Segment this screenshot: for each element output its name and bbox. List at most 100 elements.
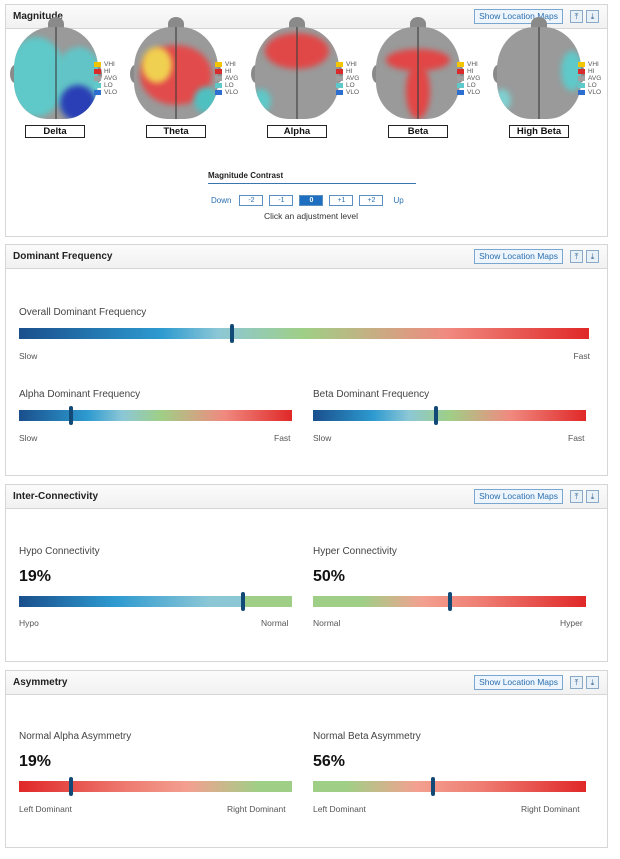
legend-item: AVG: [215, 75, 238, 82]
legend-label: AVG: [104, 75, 118, 82]
head-map-beta: [372, 17, 486, 119]
legend-swatch: [578, 76, 585, 81]
contrast-hint: Click an adjustment level: [264, 211, 359, 221]
legend-item: LO: [336, 82, 359, 89]
legend-item: LO: [94, 82, 117, 89]
legend-label: AVG: [588, 75, 602, 82]
contrast-level-0[interactable]: 0: [299, 195, 324, 206]
overall-fast-label: Fast: [573, 351, 590, 361]
legend-label: VLO: [346, 89, 360, 96]
legend-label: HI: [467, 68, 474, 75]
dominant-frequency-header: Dominant Frequency Show Location Maps ⤒ …: [6, 245, 607, 269]
show-location-maps-button[interactable]: Show Location Maps: [474, 675, 563, 690]
color-legend-0: VHI HI AVG LO VLO: [94, 61, 117, 96]
contrast-level-minus-1[interactable]: -1: [269, 195, 294, 206]
legend-item: HI: [94, 68, 117, 75]
legend-label: AVG: [225, 75, 239, 82]
legend-item: LO: [215, 82, 238, 89]
legend-item: VLO: [336, 89, 359, 96]
alpha-dominant-frequency-label: Alpha Dominant Frequency: [19, 389, 141, 400]
legend-swatch: [457, 69, 464, 74]
alpha-asymmetry-marker[interactable]: [68, 777, 73, 796]
legend-label: LO: [467, 82, 476, 89]
contrast-level-plus-2[interactable]: +2: [359, 195, 384, 206]
head-map-theta: [130, 17, 244, 119]
normal-beta-asymmetry-label: Normal Beta Asymmetry: [313, 731, 421, 742]
contrast-level-minus-2[interactable]: -2: [239, 195, 264, 206]
legend-label: HI: [588, 68, 595, 75]
legend-label: HI: [104, 68, 111, 75]
legend-item: VLO: [578, 89, 601, 96]
legend-swatch: [336, 62, 343, 67]
hypo-connectivity-percent: 19%: [19, 568, 52, 585]
legend-item: HI: [578, 68, 601, 75]
legend-item: VLO: [215, 89, 238, 96]
magnitude-panel: Magnitude Show Location Maps ⤒ ⤓: [5, 4, 608, 237]
legend-swatch: [94, 76, 101, 81]
beta-dominant-frequency-label: Beta Dominant Frequency: [313, 389, 430, 400]
beta-dominant-frequency-marker[interactable]: [433, 406, 438, 425]
hyper-connectivity-marker[interactable]: [447, 592, 452, 611]
color-legend-2: VHI HI AVG LO VLO: [336, 61, 359, 96]
legend-label: HI: [346, 68, 353, 75]
hypo-connectivity-bar: [19, 592, 292, 611]
legend-label: LO: [104, 82, 113, 89]
alpha-asymmetry-bar: [19, 777, 292, 796]
move-down-icon[interactable]: ⤓: [586, 676, 599, 689]
inter-connectivity-panel: Inter-Connectivity Show Location Maps ⤒ …: [5, 484, 608, 662]
hypo-left-label: Hypo: [19, 618, 39, 628]
legend-swatch: [578, 69, 585, 74]
hyper-connectivity-percent: 50%: [313, 568, 346, 585]
legend-label: LO: [225, 82, 234, 89]
move-up-icon[interactable]: ⤒: [570, 676, 583, 689]
legend-label: LO: [588, 82, 597, 89]
beta-fast-label: Fast: [568, 433, 585, 443]
legend-item: VHI: [94, 61, 117, 68]
legend-item: VHI: [215, 61, 238, 68]
beta-asymmetry-marker[interactable]: [431, 777, 436, 796]
band-label-beta: Beta: [388, 125, 448, 138]
show-location-maps-button[interactable]: Show Location Maps: [474, 249, 563, 264]
move-up-icon[interactable]: ⤒: [570, 490, 583, 503]
legend-swatch: [94, 90, 101, 95]
legend-label: VHI: [225, 61, 236, 68]
legend-swatch: [578, 62, 585, 67]
show-location-maps-button[interactable]: Show Location Maps: [474, 489, 563, 504]
color-legend-1: VHI HI AVG LO VLO: [215, 61, 238, 96]
legend-label: VHI: [104, 61, 115, 68]
beta-slow-label: Slow: [313, 433, 332, 443]
overall-dominant-frequency-marker[interactable]: [230, 324, 235, 343]
band-label-high-beta: High Beta: [509, 125, 569, 138]
inter-connectivity-title: Inter-Connectivity: [13, 491, 99, 502]
legend-swatch: [215, 76, 222, 81]
hypo-connectivity-label: Hypo Connectivity: [19, 546, 100, 557]
legend-item: AVG: [578, 75, 601, 82]
move-down-icon[interactable]: ⤓: [586, 250, 599, 263]
move-up-icon[interactable]: ⤒: [570, 10, 583, 23]
beta-dominant-frequency-bar: [313, 406, 586, 425]
legend-item: LO: [457, 82, 480, 89]
move-down-icon[interactable]: ⤓: [586, 10, 599, 23]
legend-label: VHI: [346, 61, 357, 68]
band-label-delta: Delta: [25, 125, 85, 138]
legend-item: AVG: [457, 75, 480, 82]
magnitude-title: Magnitude: [13, 11, 63, 22]
contrast-level-plus-1[interactable]: +1: [329, 195, 354, 206]
head-map-alpha: [251, 17, 365, 119]
legend-swatch: [336, 69, 343, 74]
color-legend-3: VHI HI AVG LO VLO: [457, 61, 480, 96]
legend-label: VLO: [588, 89, 602, 96]
move-up-icon[interactable]: ⤒: [570, 250, 583, 263]
hyper-left-label: Normal: [313, 618, 341, 628]
contrast-controls: Down -2 -1 0 +1 +2 Up: [211, 195, 404, 206]
magnitude-contrast-title: Magnitude Contrast: [208, 171, 416, 184]
legend-swatch: [94, 69, 101, 74]
alpha-slow-label: Slow: [19, 433, 38, 443]
hypo-connectivity-marker[interactable]: [240, 592, 245, 611]
beta-asymmetry-bar: [313, 777, 586, 796]
overall-dominant-frequency-bar: [19, 324, 589, 343]
alpha-dominant-frequency-marker[interactable]: [68, 406, 73, 425]
move-down-icon[interactable]: ⤓: [586, 490, 599, 503]
legend-swatch: [215, 90, 222, 95]
head-map-high-beta: [493, 17, 607, 119]
